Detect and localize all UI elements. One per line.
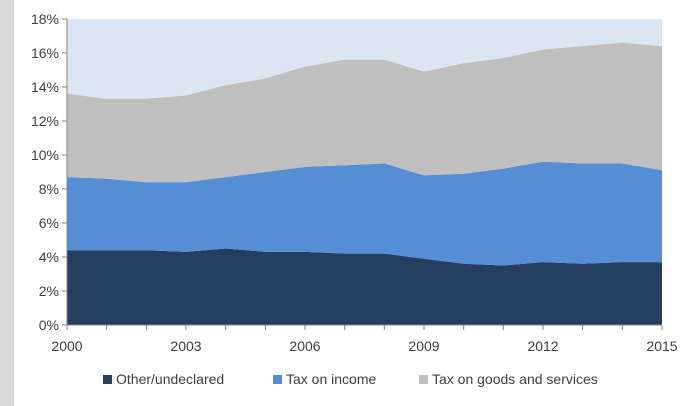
legend-label: Tax on goods and services: [432, 371, 598, 387]
y-tick-labels: 0% 2% 4% 6% 8% 10% 12% 14% 16% 18%: [31, 11, 67, 333]
legend-label: Tax on income: [286, 371, 376, 387]
y-tick-label: 14%: [31, 79, 59, 95]
legend-label: Other/undeclared: [116, 371, 224, 387]
y-tick-label: 4%: [39, 249, 59, 265]
y-tick-label: 6%: [39, 215, 59, 231]
area-series-tax-on-income: [67, 161, 662, 266]
x-tick-label: 2009: [408, 338, 439, 354]
x-tick-label: 2003: [170, 338, 201, 354]
x-tick-label: 2015: [646, 338, 677, 354]
axes-group: [66, 19, 662, 326]
y-tick-label: 16%: [31, 45, 59, 61]
x-tick-label: 2000: [51, 338, 82, 354]
area-series-other-undeclared: [67, 248, 662, 325]
legend-swatch: [419, 375, 428, 384]
legend: Other/undeclared Tax on income Tax on good…: [103, 371, 598, 387]
y-tick-label: 10%: [31, 147, 59, 163]
area-series-group: [67, 42, 662, 325]
y-tick-label: 18%: [31, 11, 59, 27]
y-tick-label: 0%: [39, 317, 59, 333]
legend-swatch: [103, 375, 112, 384]
x-tick-label: 2012: [527, 338, 558, 354]
y-tick-label: 8%: [39, 181, 59, 197]
x-tick-label: 2006: [289, 338, 320, 354]
left-border-strip: [0, 0, 14, 406]
area-series-tax-on-goods-and-services: [67, 42, 662, 183]
y-tick-label: 12%: [31, 113, 59, 129]
y-tick-label: 2%: [39, 283, 59, 299]
x-tick-labels: 2000 2003 2006 2009 2012 2015: [51, 325, 678, 354]
legend-swatch: [273, 375, 282, 384]
